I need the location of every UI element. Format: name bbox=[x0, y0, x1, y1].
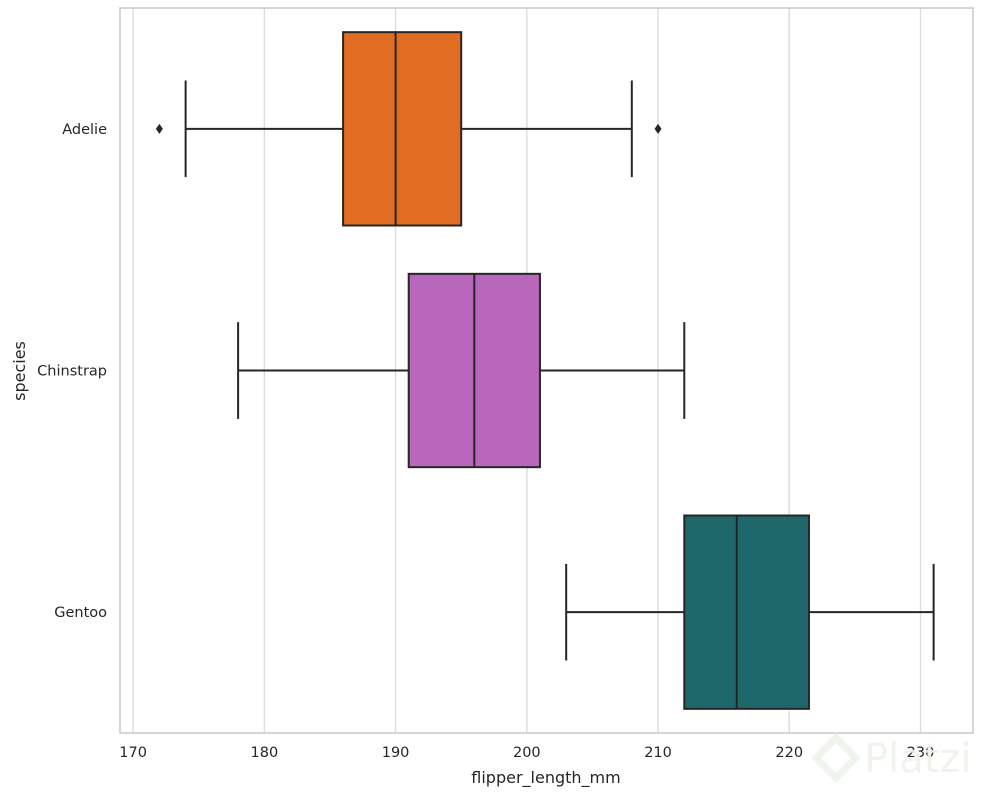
y-tick-labels: Adelie Chinstrap Gentoo bbox=[37, 122, 107, 621]
box-iqr bbox=[683, 514, 810, 710]
x-tick-label: 190 bbox=[382, 745, 410, 761]
watermark: Platzi bbox=[811, 733, 972, 783]
y-tick-label: Chinstrap bbox=[37, 364, 107, 380]
x-axis-label: flipper_length_mm bbox=[471, 768, 620, 788]
y-tick-label: Adelie bbox=[62, 122, 107, 138]
x-tick-label: 230 bbox=[907, 745, 935, 761]
outlier-point bbox=[155, 123, 163, 134]
outlier-point bbox=[654, 123, 662, 134]
box-group-adelie bbox=[155, 31, 662, 227]
platzi-logo-icon bbox=[811, 733, 861, 783]
watermark-text: Platzi bbox=[864, 736, 972, 782]
x-tick-label: 220 bbox=[775, 745, 803, 761]
x-tick-label: 180 bbox=[251, 745, 279, 761]
y-tick-label: Gentoo bbox=[54, 605, 107, 621]
x-tick-label: 170 bbox=[119, 745, 147, 761]
x-tick-label: 200 bbox=[513, 745, 541, 761]
plot-frame bbox=[119, 7, 974, 734]
y-axis-label: species bbox=[10, 341, 29, 401]
box-group-gentoo bbox=[565, 514, 935, 710]
x-tick-label: 210 bbox=[644, 745, 672, 761]
boxes-layer bbox=[155, 31, 935, 710]
box-group-chinstrap bbox=[237, 272, 686, 469]
box-iqr bbox=[342, 31, 463, 227]
x-tick-labels: 170 180 190 200 210 220 230 bbox=[119, 745, 934, 761]
